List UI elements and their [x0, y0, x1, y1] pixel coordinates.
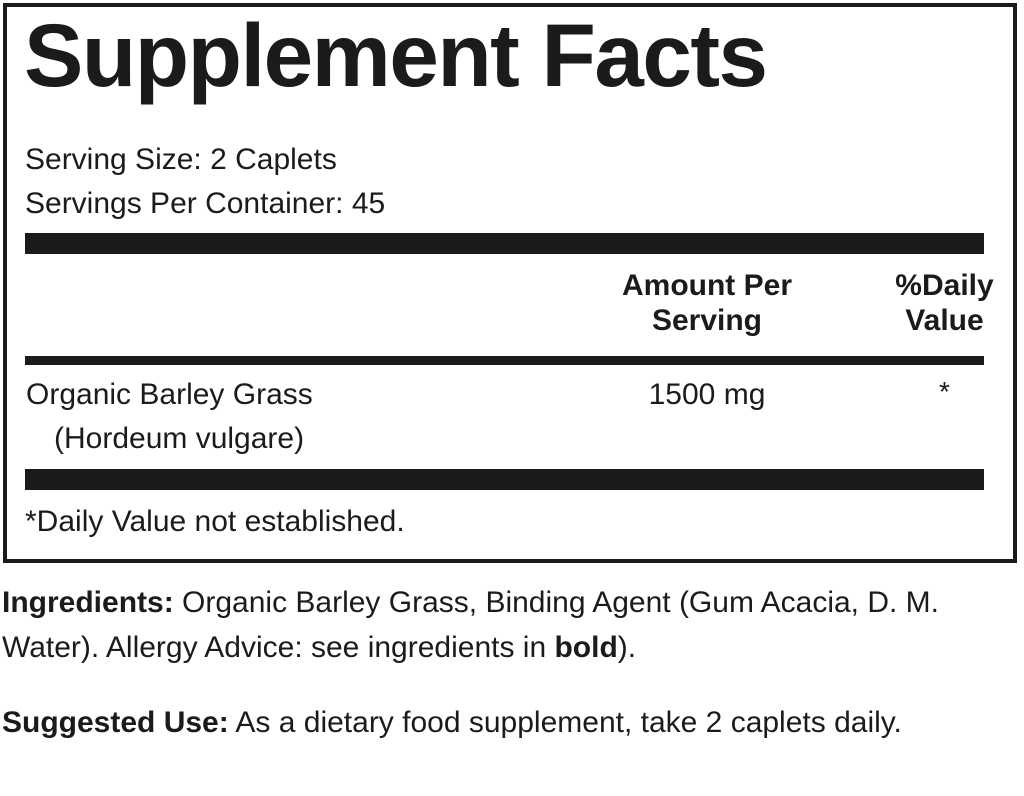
supplement-facts-panel: Supplement Facts Serving Size: 2 Caplets… [3, 3, 1017, 563]
ingredients-paragraph: Ingredients: Organic Barley Grass, Bindi… [2, 580, 1002, 670]
suggested-use-heading: Suggested Use: [2, 706, 229, 739]
column-header-amount-line2: Serving [651, 304, 763, 338]
divider-thick-top [25, 233, 984, 254]
divider-thick-bottom [25, 469, 984, 490]
column-header-dv-line1: %Daily [895, 269, 994, 302]
nutrient-daily-value: * [939, 376, 950, 407]
column-header-amount-per-serving: Amount Per Serving [547, 268, 867, 339]
ingredients-bold-allergen: bold [554, 631, 618, 664]
nutrient-latin-name: (Hordeum vulgare) [54, 422, 305, 455]
ingredients-text-after-bold: ). [617, 631, 637, 664]
suggested-use-paragraph: Suggested Use: As a dietary food supplem… [2, 700, 1002, 745]
nutrient-amount-value: 1500 mg [648, 378, 766, 411]
column-header-amount-line1: Amount Per [621, 269, 792, 302]
column-header-dv-line2: Value [905, 304, 984, 338]
ingredients-text-before-bold: Organic Barley Grass, Binding Agent (Gum… [2, 586, 939, 664]
servings-per-container-text: Servings Per Container: 45 [25, 187, 386, 220]
daily-value-footnote: *Daily Value not established. [25, 505, 405, 538]
nutrient-name: Organic Barley Grass [26, 378, 313, 411]
serving-size-text: Serving Size: 2 Caplets [25, 143, 337, 176]
divider-thin [25, 356, 984, 365]
ingredients-heading: Ingredients: [2, 586, 174, 619]
column-header-daily-value: %Daily Value [867, 268, 1022, 339]
suggested-use-text: As a dietary food supplement, take 2 cap… [228, 706, 902, 739]
page-title: Supplement Facts [24, 5, 768, 105]
supplement-facts-panel-inner: Supplement Facts Serving Size: 2 Caplets… [7, 5, 1013, 559]
